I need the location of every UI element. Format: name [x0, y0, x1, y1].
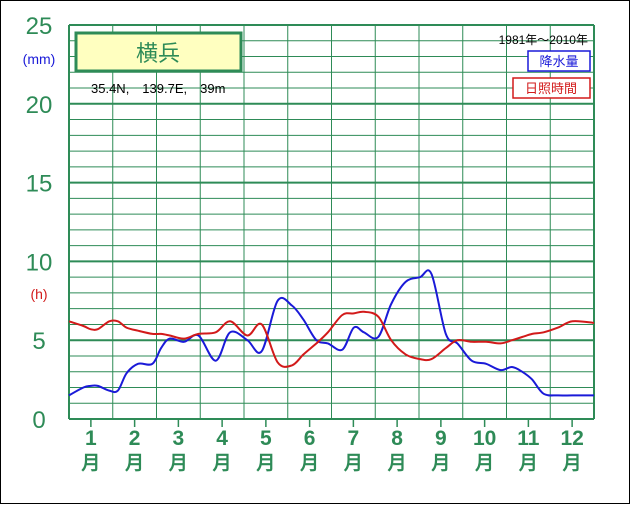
legend-sunshine-box [512, 77, 591, 99]
x-tick-label: 2 [129, 427, 141, 450]
precipitation-line [68, 269, 594, 397]
x-tick-unit: 月 [430, 453, 450, 474]
y-tick-label: 20 [26, 92, 53, 119]
legend-precip-box [527, 50, 591, 72]
y-tick-label: 25 [26, 13, 53, 40]
x-tick-unit: 月 [562, 453, 582, 474]
x-tick-unit: 月 [212, 453, 232, 474]
sunshine-line [68, 310, 595, 368]
legend-sunshine-label: 日照時間 [525, 81, 577, 96]
x-tick-label: 9 [435, 427, 447, 450]
x-tick-unit: 月 [474, 453, 494, 474]
y-axis: 0 5 10 15 20 25 [26, 13, 53, 434]
chart-title: 横兵 [136, 41, 180, 66]
x-tick-label: 4 [216, 427, 228, 450]
x-tick-unit: 月 [168, 453, 188, 474]
x-tick-label: 1 [85, 427, 97, 450]
x-tick-label: 10 [473, 427, 496, 450]
title-box [74, 31, 243, 73]
x-tick-label: 5 [260, 427, 272, 450]
location-label: 35.4N, 139.7E, 39m [91, 81, 225, 96]
x-tick-label: 7 [348, 427, 360, 450]
grid [68, 24, 595, 427]
legend-precip-label: 降水量 [539, 54, 578, 69]
x-tick-unit: 月 [518, 453, 538, 474]
y-tick-label: 15 [26, 171, 53, 198]
x-tick-unit: 月 [343, 453, 363, 474]
y-unit-right: (h) [30, 286, 47, 302]
y-tick-label: 5 [32, 328, 45, 355]
x-tick-label: 3 [173, 427, 185, 450]
x-tick-label: 8 [391, 427, 403, 450]
y-tick-label: 0 [32, 407, 45, 434]
x-axis: 1 月 2 月 3 月 4 月 5 月 6 月 7 月 8 月 9 月 10 月 11 月 12 月 [80, 427, 583, 474]
period-label: 1981年〜2010年 [499, 33, 588, 47]
x-tick-unit: 月 [124, 453, 144, 474]
x-tick-unit: 月 [80, 453, 100, 474]
y-tick-label: 10 [26, 249, 53, 276]
x-tick-unit: 月 [387, 453, 407, 474]
x-tick-unit: 月 [299, 453, 319, 474]
series-lines [68, 269, 595, 397]
x-tick-label: 12 [560, 427, 583, 450]
y-unit-left: (mm) [23, 51, 56, 67]
x-tick-label: 11 [517, 427, 540, 450]
x-tick-unit: 月 [255, 453, 275, 474]
x-tick-label: 6 [304, 427, 316, 450]
